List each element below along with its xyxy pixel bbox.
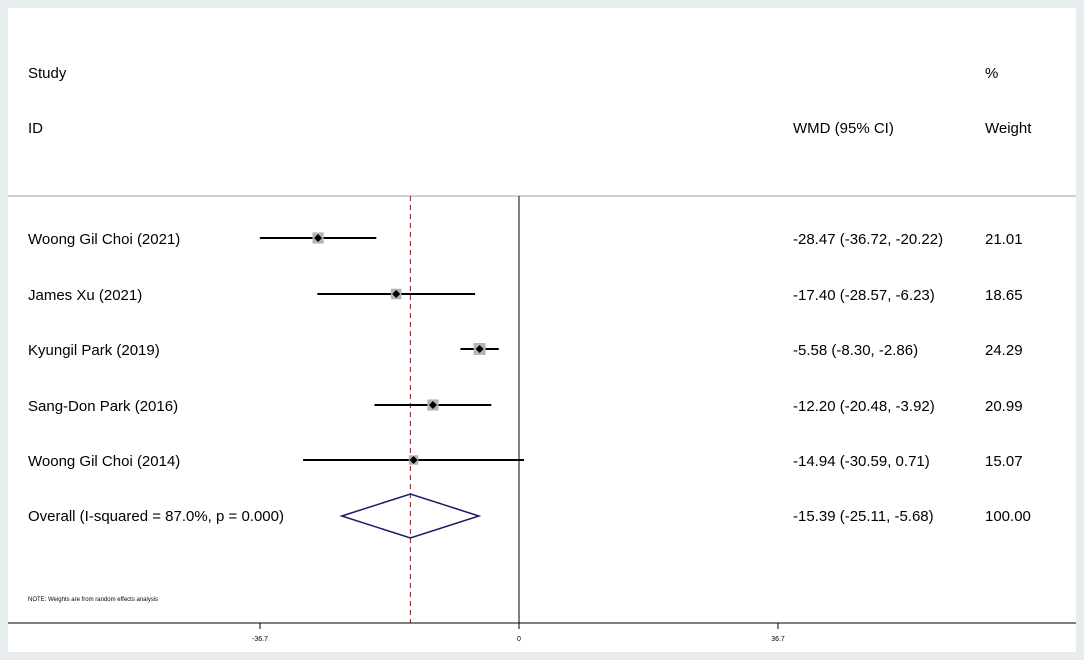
study-row: Kyungil Park (2019) -5.58 (-8.30, -2.86) 2…: [28, 342, 1023, 359]
ci-text: -12.20 (-20.48, -3.92): [793, 398, 935, 415]
weight-text: 24.29: [985, 342, 1023, 359]
overall-ci-text: -15.39 (-25.11, -5.68): [793, 508, 934, 525]
weight-text: 20.99: [985, 398, 1023, 415]
study-row: Woong Gil Choi (2021) -28.47 (-36.72, -20…: [28, 231, 1023, 248]
id-header: ID: [28, 120, 43, 137]
weight-text: 21.01: [985, 231, 1023, 248]
point-estimate-marker: [314, 234, 323, 242]
study-row: Woong Gil Choi (2014) -14.94 (-30.59, 0.7…: [28, 453, 1023, 470]
point-estimate-marker: [392, 290, 401, 298]
overall-row: Overall (I-squared = 87.0%, p = 0.000) -…: [28, 493, 1031, 539]
x-tick-label: 36.7: [771, 636, 785, 643]
forest-plot-svg: Study ID WMD (95% CI) % Weight Woong Gil…: [8, 65, 1076, 643]
point-estimate-marker: [475, 345, 484, 353]
x-tick-label: -36.7: [252, 636, 268, 643]
point-estimate-marker: [428, 401, 437, 409]
ci-text: -5.58 (-8.30, -2.86): [793, 342, 918, 359]
study-label: Woong Gil Choi (2014): [28, 453, 180, 470]
overall-label: Overall (I-squared = 87.0%, p = 0.000): [28, 508, 284, 525]
forest-plot: Study ID WMD (95% CI) % Weight Woong Gil…: [8, 8, 1076, 652]
study-row: Sang-Don Park (2016) -12.20 (-20.48, -3.9…: [28, 398, 1023, 415]
x-axis-ticks: -36.7 0 36.7: [252, 623, 785, 643]
study-rows: Woong Gil Choi (2021) -28.47 (-36.72, -20…: [28, 231, 1023, 470]
study-label: James Xu (2021): [28, 287, 142, 304]
study-label: Kyungil Park (2019): [28, 342, 160, 359]
weight-header: Weight: [985, 120, 1032, 137]
weight-text: 15.07: [985, 453, 1023, 470]
ci-text: -28.47 (-36.72, -20.22): [793, 231, 943, 248]
study-header: Study: [28, 65, 67, 82]
x-tick-label: 0: [517, 636, 521, 643]
effect-header: WMD (95% CI): [793, 120, 894, 137]
ci-text: -14.94 (-30.59, 0.71): [793, 453, 930, 470]
overall-weight-text: 100.00: [985, 508, 1031, 525]
point-estimate-marker: [409, 456, 418, 464]
percent-header: %: [985, 65, 998, 82]
note-text: NOTE: Weights are from random effects an…: [28, 597, 158, 603]
overall-diamond: [339, 493, 482, 539]
study-label: Sang-Don Park (2016): [28, 398, 178, 415]
study-row: James Xu (2021) -17.40 (-28.57, -6.23) 18.…: [28, 287, 1023, 304]
study-label: Woong Gil Choi (2021): [28, 231, 180, 248]
ci-text: -17.40 (-28.57, -6.23): [793, 287, 935, 304]
weight-text: 18.65: [985, 287, 1023, 304]
